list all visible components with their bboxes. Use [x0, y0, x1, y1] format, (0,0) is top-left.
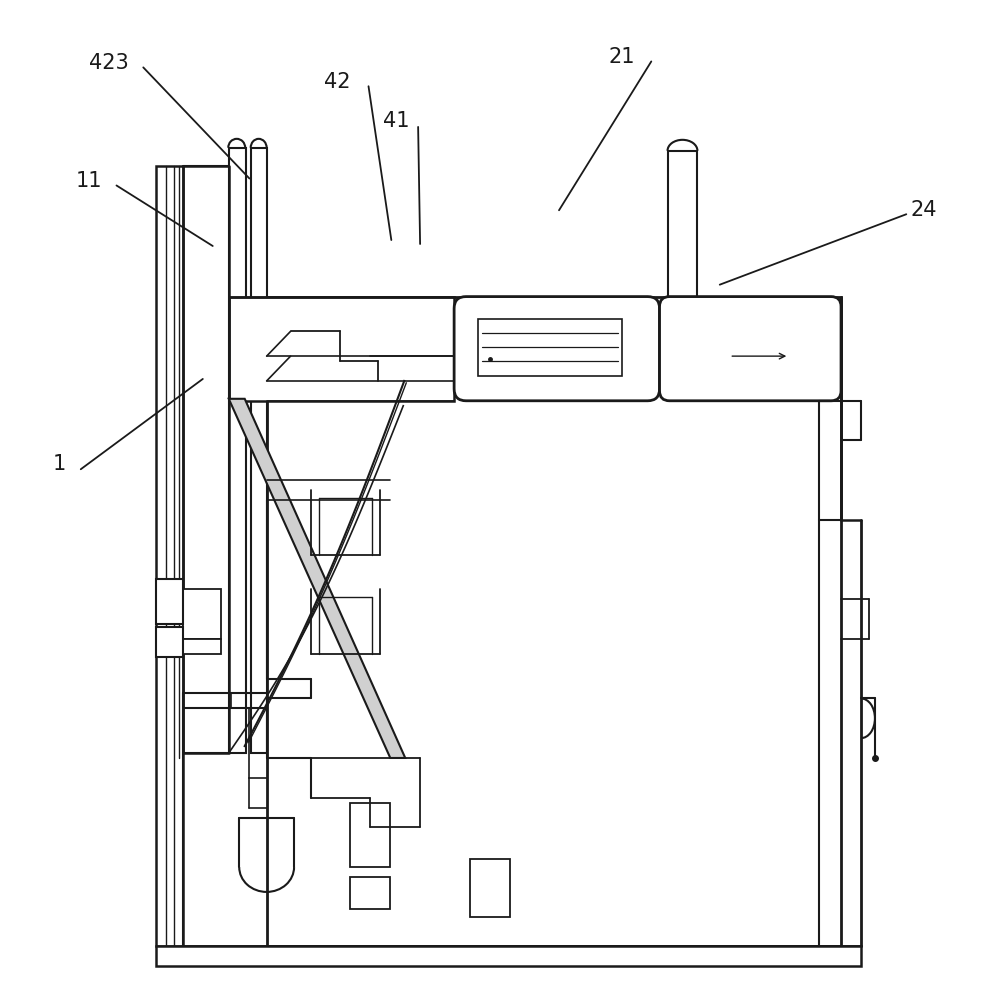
Bar [156, 166, 183, 946]
Bar [667, 151, 697, 297]
Bar [183, 639, 221, 654]
Text: 24: 24 [910, 200, 936, 220]
Bar [156, 579, 183, 624]
Text: 42: 42 [323, 72, 350, 92]
Bar [266, 297, 840, 946]
Bar [229, 148, 246, 753]
Bar [350, 877, 390, 909]
Text: 21: 21 [607, 47, 634, 67]
FancyBboxPatch shape [659, 297, 840, 401]
Text: 1: 1 [53, 454, 66, 474]
Bar [250, 148, 266, 753]
Bar [183, 589, 221, 639]
Bar [477, 319, 621, 376]
Text: 41: 41 [383, 111, 410, 131]
Polygon shape [229, 399, 405, 758]
Bar [469, 859, 510, 917]
Bar [156, 946, 860, 966]
Bar [156, 627, 183, 657]
Bar [229, 297, 453, 401]
Bar [350, 803, 390, 867]
Text: 423: 423 [88, 53, 128, 73]
FancyBboxPatch shape [453, 297, 659, 401]
Text: 11: 11 [76, 171, 101, 191]
